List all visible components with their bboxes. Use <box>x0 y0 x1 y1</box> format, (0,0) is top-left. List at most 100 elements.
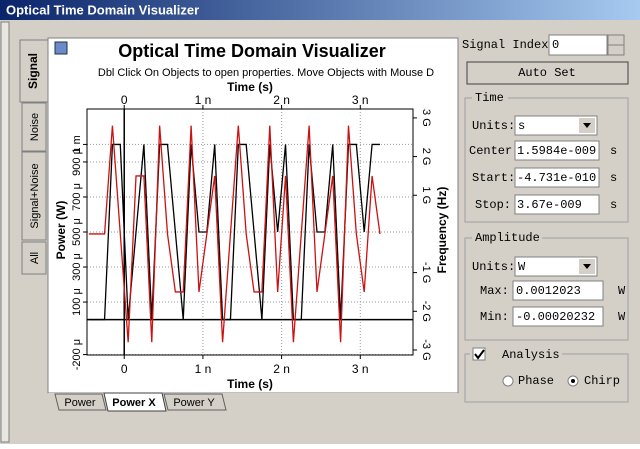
y2-tick-label: -3 G <box>420 339 432 360</box>
y-tick-label: 1 m <box>71 135 83 153</box>
tab-label[interactable]: Power <box>64 397 96 409</box>
label: Max: <box>480 284 509 298</box>
unit: W <box>618 310 626 324</box>
y2-tick-label: 1 G <box>420 186 432 204</box>
left-strip <box>0 21 10 443</box>
tab[interactable] <box>103 392 167 412</box>
input[interactable] <box>512 306 604 327</box>
input-value[interactable]: 3.67e-009 <box>517 198 582 212</box>
label: Stop: <box>475 198 511 212</box>
series-line <box>88 143 380 321</box>
dropdown-value[interactable]: W <box>518 260 526 274</box>
arrow-icon <box>583 264 591 269</box>
group-box <box>464 97 629 223</box>
radio-dot <box>571 379 575 383</box>
label: Min: <box>480 310 509 324</box>
spinbox[interactable] <box>548 34 608 56</box>
group-title-bg <box>472 92 508 104</box>
x-tick-label: 1 n <box>195 93 212 107</box>
tab-label[interactable]: Signal+Noise <box>29 163 41 228</box>
x-tick-label: 1 n <box>195 362 212 376</box>
y2-tick-label: 2 G <box>420 148 432 166</box>
group-box <box>464 237 629 341</box>
unit: s <box>610 144 617 158</box>
dropdown-value[interactable]: s <box>518 119 525 133</box>
checkbox[interactable] <box>472 347 486 361</box>
x-axis-label: Time (s) <box>227 80 273 94</box>
window-title: Optical Time Domain Visualizer <box>6 2 199 17</box>
y-tick-label: 900 μ <box>71 148 83 176</box>
tab[interactable] <box>163 393 227 411</box>
input[interactable] <box>512 280 604 301</box>
x-tick-label: 2 n <box>273 362 290 376</box>
plot-icon[interactable] <box>54 41 68 55</box>
group-title-bg <box>470 347 562 361</box>
label: Units: <box>472 119 515 133</box>
tab[interactable] <box>21 151 47 241</box>
y-tick-label: 100 μ <box>71 288 83 316</box>
dropdown[interactable] <box>514 256 598 277</box>
title-bar <box>0 0 640 20</box>
spinbox-value[interactable]: 0 <box>552 38 559 52</box>
label: Units: <box>472 260 515 274</box>
dropdown[interactable] <box>514 115 598 136</box>
input-value[interactable]: -4.731e-010 <box>517 171 596 185</box>
tab[interactable] <box>21 241 47 275</box>
tab-label[interactable]: All <box>29 252 41 264</box>
input-value[interactable]: 1.5984e-009 <box>517 144 596 158</box>
unit: W <box>618 284 626 298</box>
tab[interactable] <box>21 102 47 152</box>
group-title: Amplitude <box>475 231 540 245</box>
arrow-icon <box>583 123 591 128</box>
tab-label[interactable]: Noise <box>29 113 41 141</box>
button-label[interactable]: Auto Set <box>518 66 576 80</box>
plot-frame <box>86 108 414 356</box>
input[interactable] <box>514 194 600 215</box>
unit: s <box>610 198 617 212</box>
label: Start: <box>472 171 515 185</box>
plot-subtitle: Dbl Click On Objects to open properties.… <box>98 67 434 79</box>
y2-tick-label: -2 G <box>420 301 432 322</box>
input-value[interactable]: 0.0012023 <box>516 284 581 298</box>
x-tick-label: 0 <box>121 93 128 107</box>
x-tick-label: 2 n <box>273 93 290 107</box>
radio[interactable] <box>502 375 514 387</box>
y2-axis-label: Frequency (Hz) <box>435 187 449 274</box>
button[interactable] <box>466 61 629 85</box>
input[interactable] <box>514 167 600 188</box>
x-tick-label: 0 <box>121 362 128 376</box>
input[interactable] <box>514 140 600 161</box>
group-title-bg <box>472 232 542 244</box>
plot-title: Optical Time Domain Visualizer <box>118 41 385 61</box>
tab-label[interactable]: Power Y <box>173 397 215 409</box>
y-tick-label: 700 μ <box>71 183 83 211</box>
tab[interactable] <box>54 393 107 411</box>
y-tick-label: -200 μ <box>71 339 83 370</box>
tab-label[interactable]: Signal <box>26 53 40 89</box>
tab-label[interactable]: Power X <box>112 397 156 409</box>
radio-label[interactable]: Chirp <box>584 374 620 388</box>
group-title: Time <box>475 91 504 105</box>
x-tick-label: 3 n <box>352 362 369 376</box>
y-tick-label: 500 μ <box>71 218 83 246</box>
radio-label[interactable]: Phase <box>518 374 554 388</box>
y2-tick-label: 3 G <box>420 109 432 127</box>
checkbox-label[interactable]: Analysis <box>502 348 560 362</box>
tab[interactable] <box>19 39 49 103</box>
spin-down[interactable] <box>607 44 625 56</box>
unit: s <box>610 171 617 185</box>
input-value[interactable]: -0.00020232 <box>516 310 595 324</box>
label: Center: <box>469 144 519 158</box>
check-icon <box>474 349 485 360</box>
label: Signal Index: <box>462 38 556 52</box>
spin-up[interactable] <box>607 34 625 46</box>
series-line <box>88 125 381 343</box>
y2-tick-label: -1 G <box>420 262 432 283</box>
x-axis-label: Time (s) <box>227 377 273 391</box>
x-tick-label: 3 n <box>352 93 369 107</box>
y-tick-label: 300 μ <box>71 253 83 281</box>
y-axis-label: Power (W) <box>54 201 68 260</box>
